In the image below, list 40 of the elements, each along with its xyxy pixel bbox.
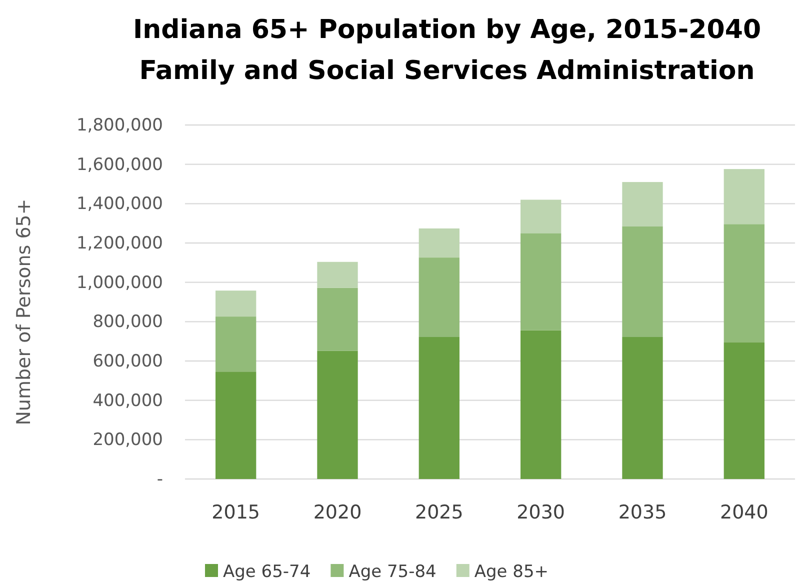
y-tick-label: 1,600,000 (76, 154, 163, 175)
y-tick-label: - (156, 469, 163, 490)
y-tick-label: 1,800,000 (76, 115, 163, 136)
x-tick-label: 2030 (516, 501, 566, 524)
bar (317, 288, 358, 351)
bar (622, 182, 663, 226)
bar (317, 350, 358, 479)
bar (622, 337, 663, 479)
x-tick-label: 2040 (720, 501, 768, 524)
y-tick-label: 200,000 (92, 430, 163, 450)
bar (418, 337, 460, 479)
bar (520, 330, 562, 479)
bar (317, 262, 358, 288)
x-tick-label: 2020 (313, 501, 362, 524)
y-tick-label: 1,400,000 (76, 194, 163, 214)
y-axis-title: Number of Persons 65+ (13, 198, 35, 426)
bar (216, 372, 256, 479)
bar (724, 224, 764, 343)
legend-label: Age 75-84 (348, 562, 436, 582)
bar (216, 316, 256, 372)
bar (418, 228, 460, 258)
legend-label: Age 65-74 (223, 562, 311, 582)
y-tick-label: 600,000 (92, 351, 163, 372)
chart-title: Indiana 65+ Population by Age, 2015-2040 (132, 15, 762, 45)
x-tick-label: 2025 (414, 501, 464, 524)
y-tick-label: 800,000 (92, 312, 163, 332)
bar (724, 342, 764, 479)
y-tick-label: 1,200,000 (76, 233, 163, 254)
chart-subtitle: Family and Social Services Administration (139, 56, 755, 86)
legend-label: Age 85+ (474, 562, 549, 582)
x-tick-label: 2035 (618, 501, 667, 524)
y-tick-label: 400,000 (92, 390, 163, 411)
bar (216, 290, 256, 317)
x-tick-label: 2015 (212, 501, 260, 524)
bar (520, 233, 562, 330)
bar (520, 200, 562, 234)
bar (418, 258, 460, 338)
bar (724, 169, 764, 224)
bar (622, 226, 663, 338)
y-tick-label: 1,000,000 (76, 272, 163, 293)
